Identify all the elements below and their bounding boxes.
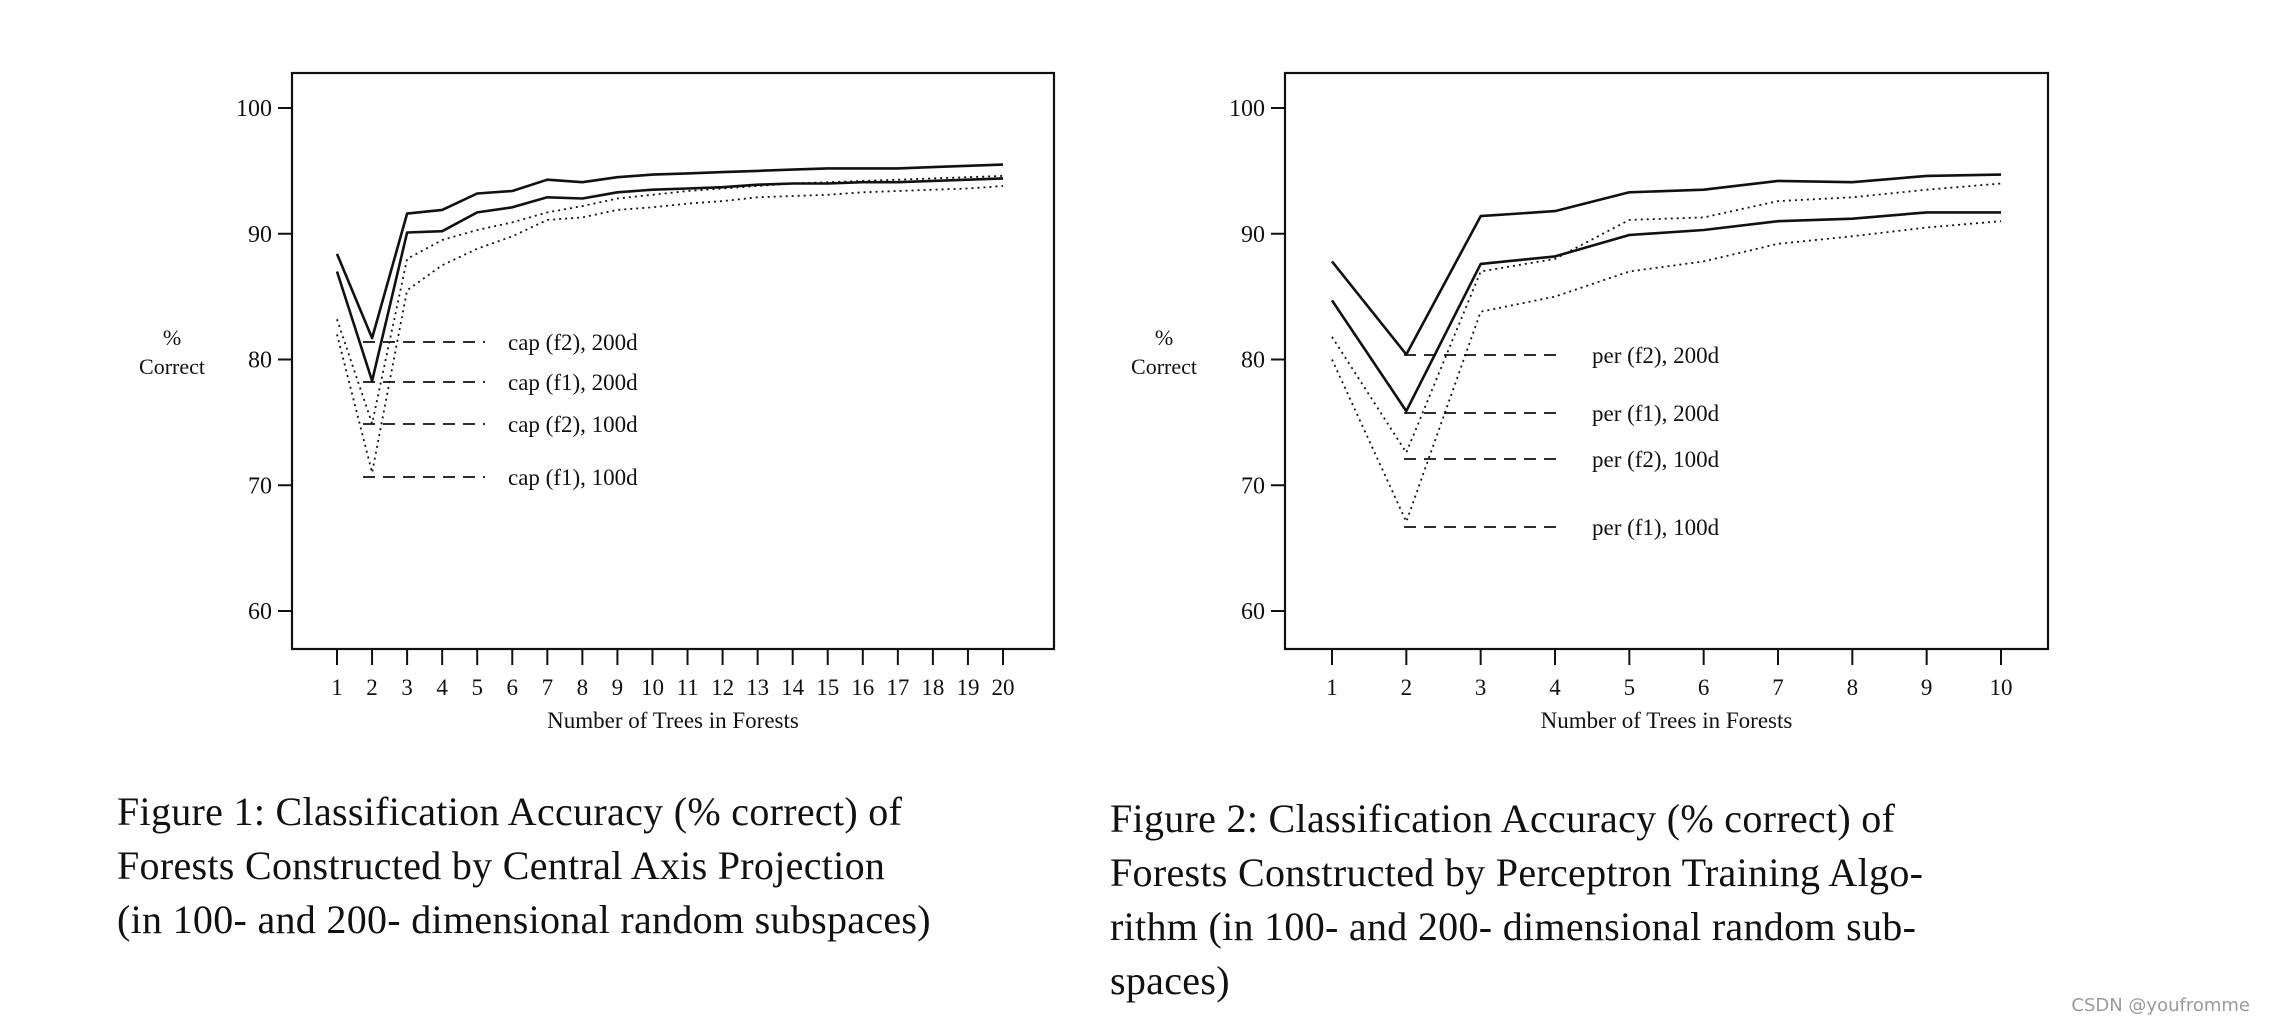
series-line [335, 177, 1004, 383]
y-tick-label: 70 [1241, 473, 1265, 499]
x-tick-label: 13 [746, 675, 769, 700]
legend-label: cap (f2), 100d [508, 412, 638, 437]
x-tick-label: 19 [956, 675, 979, 700]
legend-label: cap (f1), 200d [508, 370, 638, 395]
x-tick-label: 14 [781, 675, 805, 700]
caption-figure-1: Figure 1: Classification Accuracy (% cor… [117, 785, 1077, 947]
legend-label: per (f1), 100d [1592, 515, 1720, 540]
x-tick-label: 4 [1549, 675, 1561, 700]
y-axis-label: % [1155, 325, 1173, 350]
y-tick-label: 100 [1229, 96, 1265, 122]
x-tick-label: 11 [676, 675, 698, 700]
chart-figure-2: 60 70 80 90 100 1 2 3 4 5 6 7 8 9 10 Number of Trees in… [1131, 71, 2050, 733]
y-tick-label: 80 [1241, 348, 1265, 374]
watermark: CSDN @youfromme [2071, 995, 2250, 1016]
x-axis-label: Number of Trees in Forests [1541, 708, 1793, 733]
x-tick-label: 18 [921, 675, 944, 700]
x-tick-label: 7 [542, 675, 554, 700]
legend-label: per (f1), 200d [1592, 401, 1720, 426]
x-tick-label: 4 [436, 675, 448, 700]
series-line [1331, 182, 2002, 454]
x-tick-label: 15 [816, 675, 839, 700]
x-tick-label: 8 [577, 675, 589, 700]
y-axis-label: Correct [1131, 354, 1197, 379]
x-tick-label: 10 [641, 675, 664, 700]
caption-line: (in 100- and 200- dimensional random sub… [117, 897, 931, 942]
series-line [1330, 173, 2002, 356]
x-tick-label: 6 [1698, 675, 1710, 700]
series-line [336, 185, 1004, 474]
series-line [336, 175, 1004, 425]
x-tick-label: 9 [1921, 675, 1933, 700]
x-axis-label: Number of Trees in Forests [547, 708, 799, 733]
x-tick-label: 1 [331, 675, 343, 700]
y-tick-label: 60 [248, 599, 272, 625]
caption-line: Forests Constructed by Central Axis Proj… [117, 843, 886, 888]
legend-label: per (f2), 100d [1592, 447, 1720, 472]
caption-figure-2: Figure 2: Classification Accuracy (% cor… [1110, 792, 2070, 1008]
plot-frame [1283, 71, 2050, 651]
x-tick-label: 7 [1772, 675, 1784, 700]
legend-label: cap (f1), 100d [508, 465, 638, 490]
x-tick-label: 10 [1990, 675, 2013, 700]
caption-line: Forests Constructed by Perceptron Traini… [1110, 850, 1924, 895]
legend-label: per (f2), 200d [1592, 343, 1720, 368]
x-tick-label: 6 [507, 675, 519, 700]
y-tick-label: 60 [1241, 599, 1265, 625]
x-tick-label: 8 [1847, 675, 1859, 700]
x-tick-label: 5 [1624, 675, 1636, 700]
y-tick-label: 70 [248, 473, 272, 499]
y-axis-label: % [163, 325, 181, 350]
x-tick-label: 16 [851, 675, 874, 700]
x-tick-label: 5 [471, 675, 483, 700]
y-tick-label: 90 [248, 222, 272, 248]
y-tick-label: 90 [1241, 222, 1265, 248]
caption-line: spaces) [1110, 958, 1230, 1003]
caption-line: Figure 1: Classification Accuracy (% cor… [117, 789, 903, 834]
x-tick-label: 2 [366, 675, 378, 700]
x-tick-label: 1 [1326, 675, 1338, 700]
x-tick-label: 12 [711, 675, 734, 700]
x-tick-label: 17 [886, 675, 909, 700]
legend-label: cap (f2), 200d [508, 330, 638, 355]
y-tick-label: 80 [248, 348, 272, 374]
x-tick-label: 2 [1401, 675, 1413, 700]
y-axis-label: Correct [139, 354, 205, 379]
caption-line: rithm (in 100- and 200- dimensional rand… [1110, 904, 1917, 949]
y-tick-label: 100 [236, 96, 272, 122]
x-tick-label: 3 [1475, 675, 1487, 700]
x-tick-label: 20 [992, 675, 1015, 700]
series-line [335, 163, 1004, 340]
caption-line: Figure 2: Classification Accuracy (% cor… [1110, 796, 1896, 841]
plot-frame [290, 71, 1056, 651]
series-line [1330, 211, 2001, 413]
x-tick-label: 3 [401, 675, 413, 700]
series-line [1331, 220, 2002, 523]
x-tick-label: 9 [612, 675, 624, 700]
